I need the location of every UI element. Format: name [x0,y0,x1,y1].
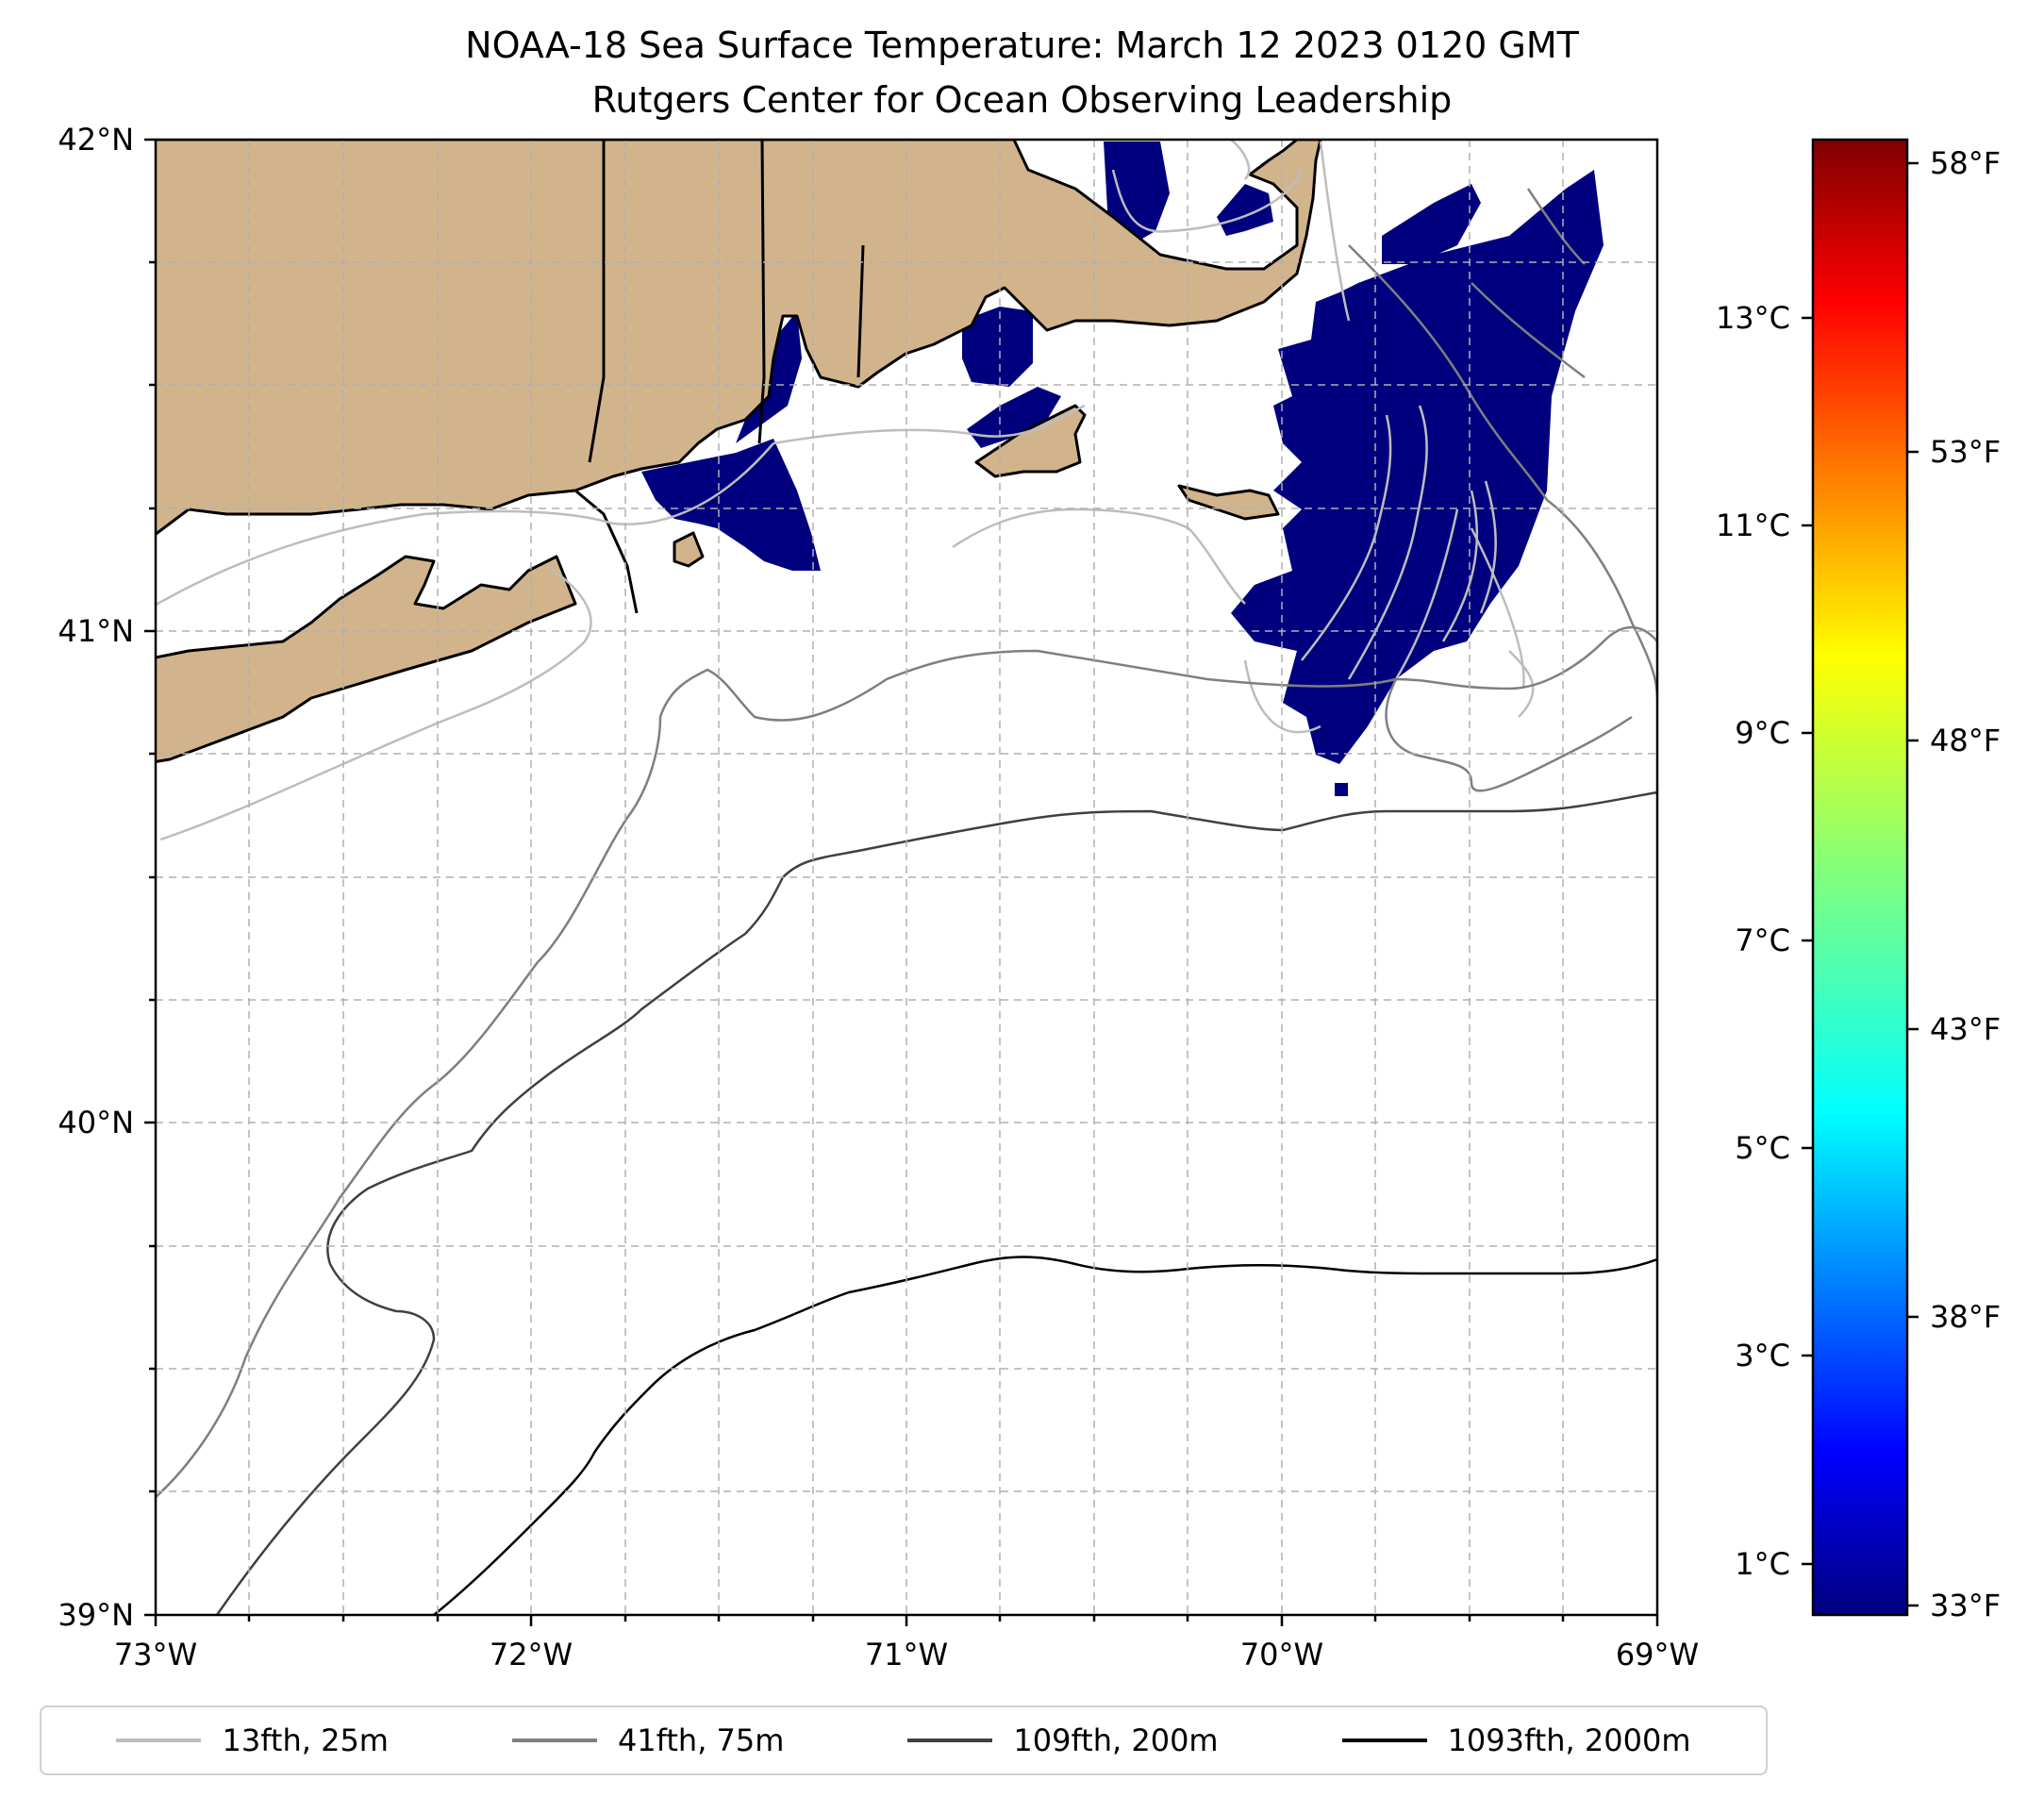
colorbar-celsius-label: 1°C [1735,1546,1790,1582]
x-tick-label: 71°W [865,1637,948,1672]
isobath-25m [156,140,1535,841]
isobath-25m-shoals [1301,405,1535,718]
border-ri-ma [856,244,865,378]
border-ny-ct-water [574,489,639,614]
colorbar-celsius-label: 5°C [1735,1130,1790,1166]
isobath-2000m [433,1256,1657,1615]
land-marthas-vineyard [974,404,1087,478]
legend-item-2000m: 1093fth, 2000m [1341,1722,1691,1758]
isobath-legend: 13fth, 25m 41fth, 75m 109fth, 200m 1093f… [40,1705,1768,1775]
axis-ticks [144,138,1659,1626]
state-borders [574,140,865,614]
colorbar-celsius-label: 11°C [1716,507,1790,543]
land-nantucket [1177,484,1280,521]
colorbar [1811,138,1909,1617]
land-block-island [673,531,705,568]
colorbar-celsius-ticks [1802,316,1813,1566]
y-ticks [144,138,156,1617]
colorbar-fahrenheit-label: 38°F [1930,1299,2001,1335]
legend-label: 1093fth, 2000m [1447,1722,1691,1758]
isobath-25m-line [156,140,1351,841]
colorbar-celsius-label: 7°C [1735,923,1790,958]
legend-label: 41fth, 75m [617,1722,785,1758]
legend-swatch [511,1739,597,1742]
isobath-75m [156,188,1657,1499]
legend-label: 13fth, 25m [222,1722,389,1758]
sst-patch-cape-cod-bay-east [1217,184,1273,236]
colorbar-fahrenheit-label: 43°F [1930,1011,2001,1047]
sst-patch-vineyard-sound [967,387,1061,448]
isobath-200m [215,790,1657,1615]
isobath-2000m-line [433,1256,1657,1615]
border-ct-ri [757,140,766,444]
legend-label: 109fth, 200m [1013,1722,1219,1758]
colorbar-celsius-label: 9°C [1735,715,1790,751]
colorbar-fahrenheit-label: 53°F [1930,434,2001,470]
legend-item-200m: 109fth, 200m [907,1722,1219,1758]
y-tick-label: 39°N [58,1597,134,1633]
land-long-island [156,555,577,764]
legend-item-75m: 41fth, 75m [511,1722,785,1758]
border-ny-ct [588,140,606,463]
legend-swatch [116,1739,202,1742]
x-ticks [154,1615,1659,1626]
sst-patch-nantucket-sound [1382,184,1481,264]
sst-patch-small [1335,783,1348,796]
colorbar-fahrenheit-label: 48°F [1930,723,2001,758]
colorbar-fahrenheit-label: 58°F [1930,145,2001,181]
y-tick-label: 41°N [58,613,134,649]
isobath-75m-shelf [156,625,1657,1499]
x-tick-label: 73°W [114,1637,197,1672]
colorbar-ticks [1802,161,1919,1607]
x-tick-label: 69°W [1616,1637,1699,1672]
legend-swatch [1341,1739,1427,1742]
legend-swatch [907,1739,993,1742]
colorbar-celsius-label: 13°C [1716,300,1790,336]
isobath-200m-line [215,790,1657,1615]
sst-patch-block-island-sound [641,439,821,571]
colorbar-fahrenheit-label: 33°F [1930,1588,2001,1623]
legend-item-25m: 13fth, 25m [116,1722,389,1758]
isobath-75m-shelf-drop [1385,678,1633,792]
map-area [156,140,1657,1615]
map-title-line-1: NOAA-18 Sea Surface Temperature: March 1… [465,25,1579,66]
sst-patch-buzzards-bay [962,307,1033,387]
land [156,140,1322,764]
x-tick-label: 70°W [1240,1637,1323,1672]
x-tick-label: 72°W [490,1637,573,1672]
isobath-75m-georges [1471,188,1586,378]
y-tick-label: 40°N [58,1105,134,1140]
y-tick-label: 42°N [58,122,134,158]
map-title-line-2: Rutgers Center for Ocean Observing Leade… [591,79,1453,121]
colorbar-fahrenheit-ticks [1907,161,1919,1607]
colorbar-celsius-label: 3°C [1735,1338,1790,1373]
isobath-75m-great-south-channel [1348,244,1657,699]
